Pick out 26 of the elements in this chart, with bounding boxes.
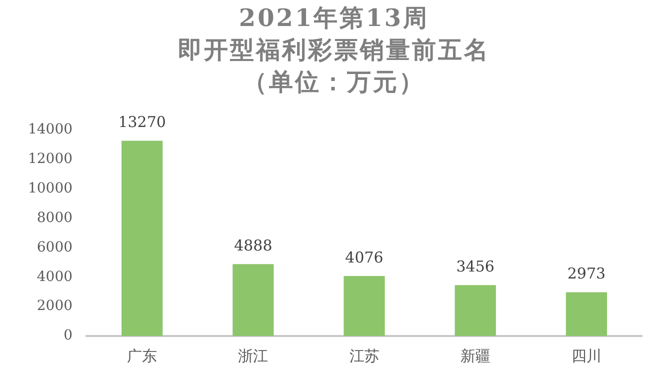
bar	[344, 276, 385, 336]
x-tick-label: 广东	[127, 346, 158, 365]
data-label: 2973	[567, 264, 606, 283]
data-label: 4888	[234, 236, 272, 254]
chart-subtitle: 即开型福利彩票销量前五名	[177, 34, 491, 66]
x-tick-label: 新疆	[460, 346, 490, 365]
y-tick-label: 0	[64, 328, 73, 344]
y-tick-label: 14000	[28, 122, 73, 138]
data-label: 3456	[456, 258, 494, 276]
chart-title: 2021年第13周	[238, 2, 430, 34]
x-tick-label: 四川	[571, 346, 602, 365]
x-tick-label: 浙江	[238, 346, 268, 365]
bar	[566, 292, 608, 336]
y-tick-label: 2000	[36, 298, 73, 314]
text: （单位：万元）	[242, 66, 426, 98]
bar	[122, 140, 163, 336]
y-tick-label: 10000	[28, 180, 73, 196]
y-tick-label: 8000	[36, 210, 73, 226]
y-tick-label: 12000	[28, 151, 73, 168]
x-tick-label: 江苏	[349, 346, 380, 365]
y-tick-label: 6000	[36, 239, 73, 256]
bar	[232, 264, 274, 336]
bar	[454, 285, 496, 336]
data-label: 13270	[118, 113, 166, 132]
y-tick-label: 4000	[36, 268, 73, 285]
data-label: 4076	[345, 248, 384, 266]
